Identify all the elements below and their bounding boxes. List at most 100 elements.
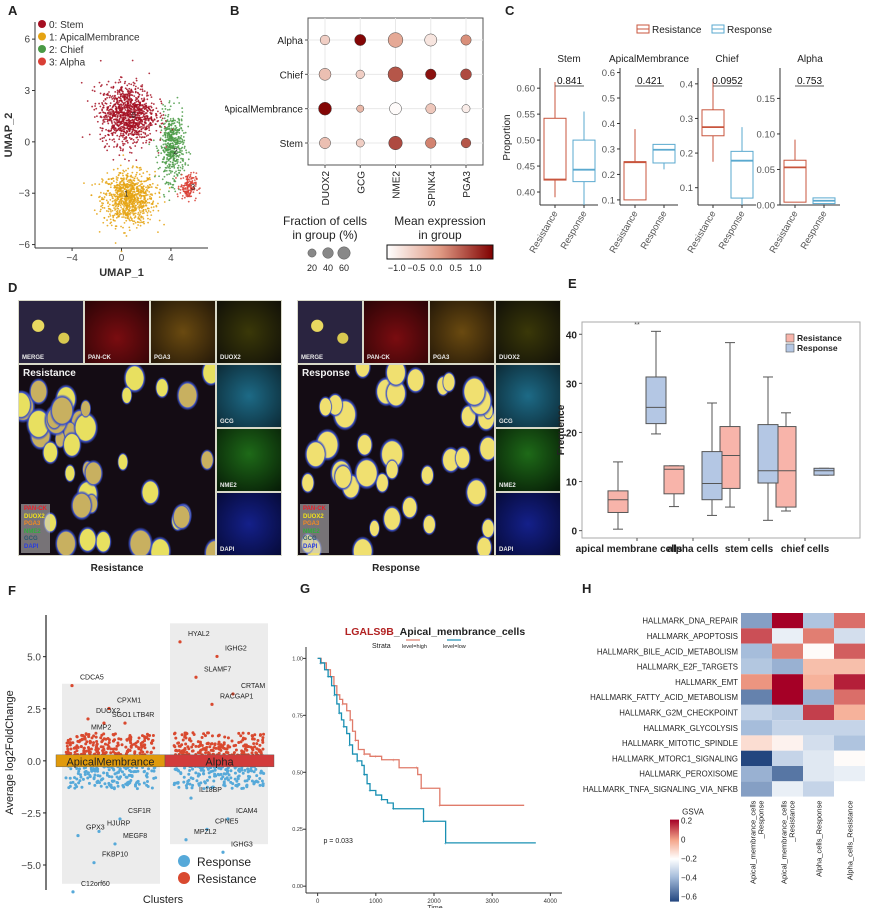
umap-point	[108, 118, 111, 121]
umap-point	[119, 97, 122, 100]
point-up	[133, 750, 137, 754]
gene-label: NME2	[392, 171, 403, 199]
umap-point	[127, 125, 130, 127]
umap-point	[175, 177, 177, 179]
box-Resistance-stem cells	[719, 342, 741, 508]
umap-point	[155, 129, 158, 132]
point-up	[73, 750, 77, 754]
dot-Chief-SPINK4	[425, 68, 437, 80]
y-tick-label: −2.5	[21, 809, 41, 820]
channel-legend-item: DAPI	[303, 543, 318, 550]
umap-point	[156, 110, 159, 113]
legend: Resistance Response	[636, 24, 772, 36]
umap-point	[126, 182, 128, 185]
umap-point	[106, 118, 109, 121]
umap-point	[121, 216, 124, 219]
umap-point	[94, 183, 97, 185]
point-down	[191, 767, 195, 771]
umap-point	[178, 142, 181, 145]
point-up	[89, 740, 93, 744]
box-Response	[652, 143, 676, 164]
umap-point	[114, 195, 117, 198]
umap-point	[136, 111, 139, 114]
umap-point	[105, 180, 108, 183]
umap-point	[139, 166, 142, 169]
umap-point	[175, 132, 178, 135]
point-up	[180, 743, 184, 747]
umap-point	[129, 132, 132, 135]
umap-point	[168, 125, 171, 128]
point-up	[129, 744, 133, 748]
umap-point	[176, 96, 179, 99]
umap-point	[108, 203, 111, 206]
umap-point	[165, 148, 167, 150]
umap-point	[109, 192, 112, 194]
umap-point	[125, 113, 128, 116]
umap-point	[163, 223, 165, 226]
umap-point	[120, 190, 123, 193]
umap-point	[139, 211, 142, 214]
umap-point	[180, 152, 183, 155]
umap-point	[134, 206, 137, 209]
umap-point	[120, 89, 123, 91]
point-up	[261, 738, 265, 742]
umap-point	[101, 196, 103, 199]
umap-point	[111, 114, 114, 117]
umap-point	[116, 198, 118, 200]
point-up	[75, 734, 79, 738]
umap-point	[192, 177, 195, 179]
point-up	[129, 741, 133, 745]
umap-point	[122, 201, 125, 204]
umap-point	[118, 89, 121, 91]
gene-label: IGHG2	[225, 645, 247, 652]
point-up	[187, 747, 191, 751]
umap-point	[142, 127, 144, 130]
point-up	[71, 741, 75, 745]
umap-point	[136, 116, 139, 119]
umap-point	[180, 173, 183, 176]
umap-point	[195, 181, 197, 184]
umap-point	[125, 219, 128, 222]
umap-point	[111, 139, 114, 141]
channel-tile-nme2: NME2	[216, 428, 282, 492]
umap-point	[177, 187, 180, 190]
umap-point	[113, 128, 115, 131]
point-up	[182, 748, 186, 752]
pvalue-label: 0.0952	[712, 76, 743, 87]
umap-point	[113, 100, 115, 102]
umap-point	[189, 185, 192, 188]
umap-point	[132, 91, 134, 94]
labeled-point	[81, 733, 85, 738]
umap-point	[105, 128, 107, 131]
umap-point	[106, 149, 109, 152]
umap-point	[140, 128, 143, 131]
umap-point	[139, 213, 141, 216]
legend-label: Response	[197, 855, 251, 869]
point-down	[109, 783, 113, 787]
umap-point	[119, 147, 122, 150]
umap-point	[133, 194, 136, 197]
umap-point	[105, 139, 108, 142]
strata-legend-label: level=low	[443, 644, 466, 650]
column-label: _Resistance	[788, 801, 797, 843]
point-down	[202, 772, 206, 776]
point-up	[251, 734, 255, 738]
umap-point	[112, 219, 115, 221]
point-down	[73, 776, 77, 780]
point-up	[217, 742, 221, 746]
umap-point	[118, 193, 121, 196]
umap-point	[140, 97, 143, 100]
umap-point	[101, 178, 103, 180]
gene-label: DUOX2	[321, 171, 332, 206]
umap-point	[116, 123, 119, 126]
umap-point	[130, 174, 133, 177]
umap-point	[160, 102, 163, 105]
point-up	[189, 739, 193, 743]
point-up	[109, 751, 113, 755]
cluster-label: 3	[191, 183, 196, 192]
umap-point	[119, 149, 122, 152]
censor-mark: +	[348, 743, 351, 749]
umap-point	[148, 127, 150, 129]
point-down	[243, 779, 247, 783]
umap-point	[114, 118, 117, 121]
